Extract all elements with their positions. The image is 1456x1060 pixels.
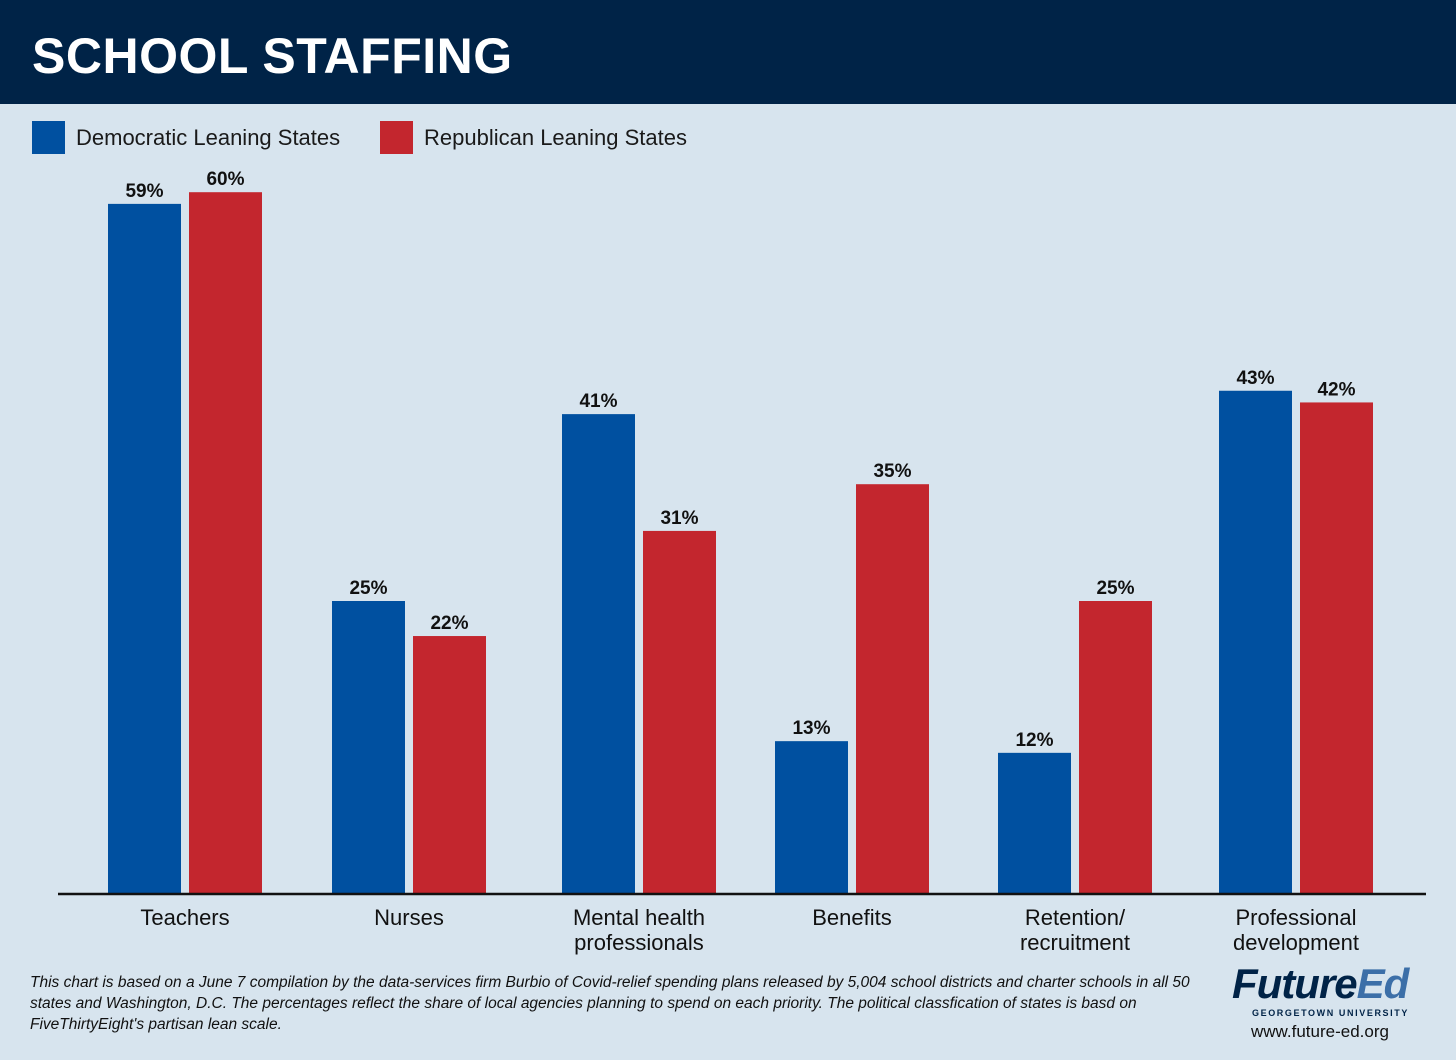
category-label-5: Professional development bbox=[1233, 905, 1359, 955]
data-label-democratic-0: 59% bbox=[125, 181, 163, 202]
legend-item-republican: Republican Leaning States bbox=[380, 121, 690, 155]
data-label-democratic-5: 43% bbox=[1236, 368, 1274, 389]
bar-republican-1 bbox=[413, 636, 486, 893]
logo-wordmark-future: Future bbox=[1232, 960, 1358, 1007]
data-label-republican-3: 35% bbox=[873, 461, 911, 482]
bar-democratic-3 bbox=[775, 741, 848, 893]
data-label-republican-4: 25% bbox=[1096, 578, 1134, 599]
logo-wordmark-ed: Ed bbox=[1356, 960, 1410, 1007]
data-label-republican-0: 60% bbox=[206, 169, 244, 190]
data-label-republican-5: 42% bbox=[1317, 379, 1355, 400]
bar-democratic-5 bbox=[1219, 390, 1292, 893]
bar-republican-3 bbox=[856, 484, 929, 893]
chart-title: SCHOOL STAFFING bbox=[32, 28, 513, 84]
bar-republican-0 bbox=[189, 192, 262, 893]
data-label-democratic-2: 41% bbox=[579, 391, 617, 412]
futureed-logo[interactable]: FutureEd bbox=[1232, 962, 1414, 1006]
legend-item-democratic: Democratic Leaning States bbox=[32, 121, 342, 155]
category-label-3: Benefits bbox=[812, 905, 892, 930]
legend-swatch-republican bbox=[380, 121, 413, 154]
category-label-2: Mental health professionals bbox=[573, 905, 705, 955]
bar-democratic-0 bbox=[108, 203, 181, 893]
legend-swatch-democratic bbox=[32, 121, 65, 154]
bar-democratic-2 bbox=[562, 414, 635, 893]
bar-republican-4 bbox=[1079, 601, 1152, 893]
bar-democratic-4 bbox=[998, 752, 1071, 893]
legend-label-republican: Republican Leaning States bbox=[424, 125, 687, 150]
footnote: This chart is based on a June 7 compilat… bbox=[30, 974, 1190, 1033]
data-label-republican-2: 31% bbox=[660, 508, 698, 529]
bar-republican-5 bbox=[1300, 402, 1373, 893]
category-label-0: Teachers bbox=[140, 905, 229, 930]
data-label-democratic-3: 13% bbox=[792, 718, 830, 739]
data-label-republican-1: 22% bbox=[430, 613, 468, 634]
data-label-democratic-4: 12% bbox=[1015, 730, 1053, 751]
category-label-1: Nurses bbox=[374, 905, 444, 930]
logo-subtitle: GEORGETOWN UNIVERSITY bbox=[1252, 1008, 1409, 1018]
bar-chart: 59% 60% Teachers 25% 22% Nurses 41% 31% Mental h… bbox=[58, 169, 1426, 955]
website-link[interactable]: www.future-ed.org bbox=[1251, 1022, 1389, 1041]
bar-republican-2 bbox=[643, 530, 716, 893]
category-label-4: Retention/recruitment bbox=[1020, 905, 1130, 955]
data-label-democratic-1: 25% bbox=[349, 578, 387, 599]
header-bar: SCHOOL STAFFING bbox=[0, 0, 1456, 104]
bar-democratic-1 bbox=[332, 601, 405, 893]
legend-label-democratic: Democratic Leaning States bbox=[76, 125, 341, 150]
